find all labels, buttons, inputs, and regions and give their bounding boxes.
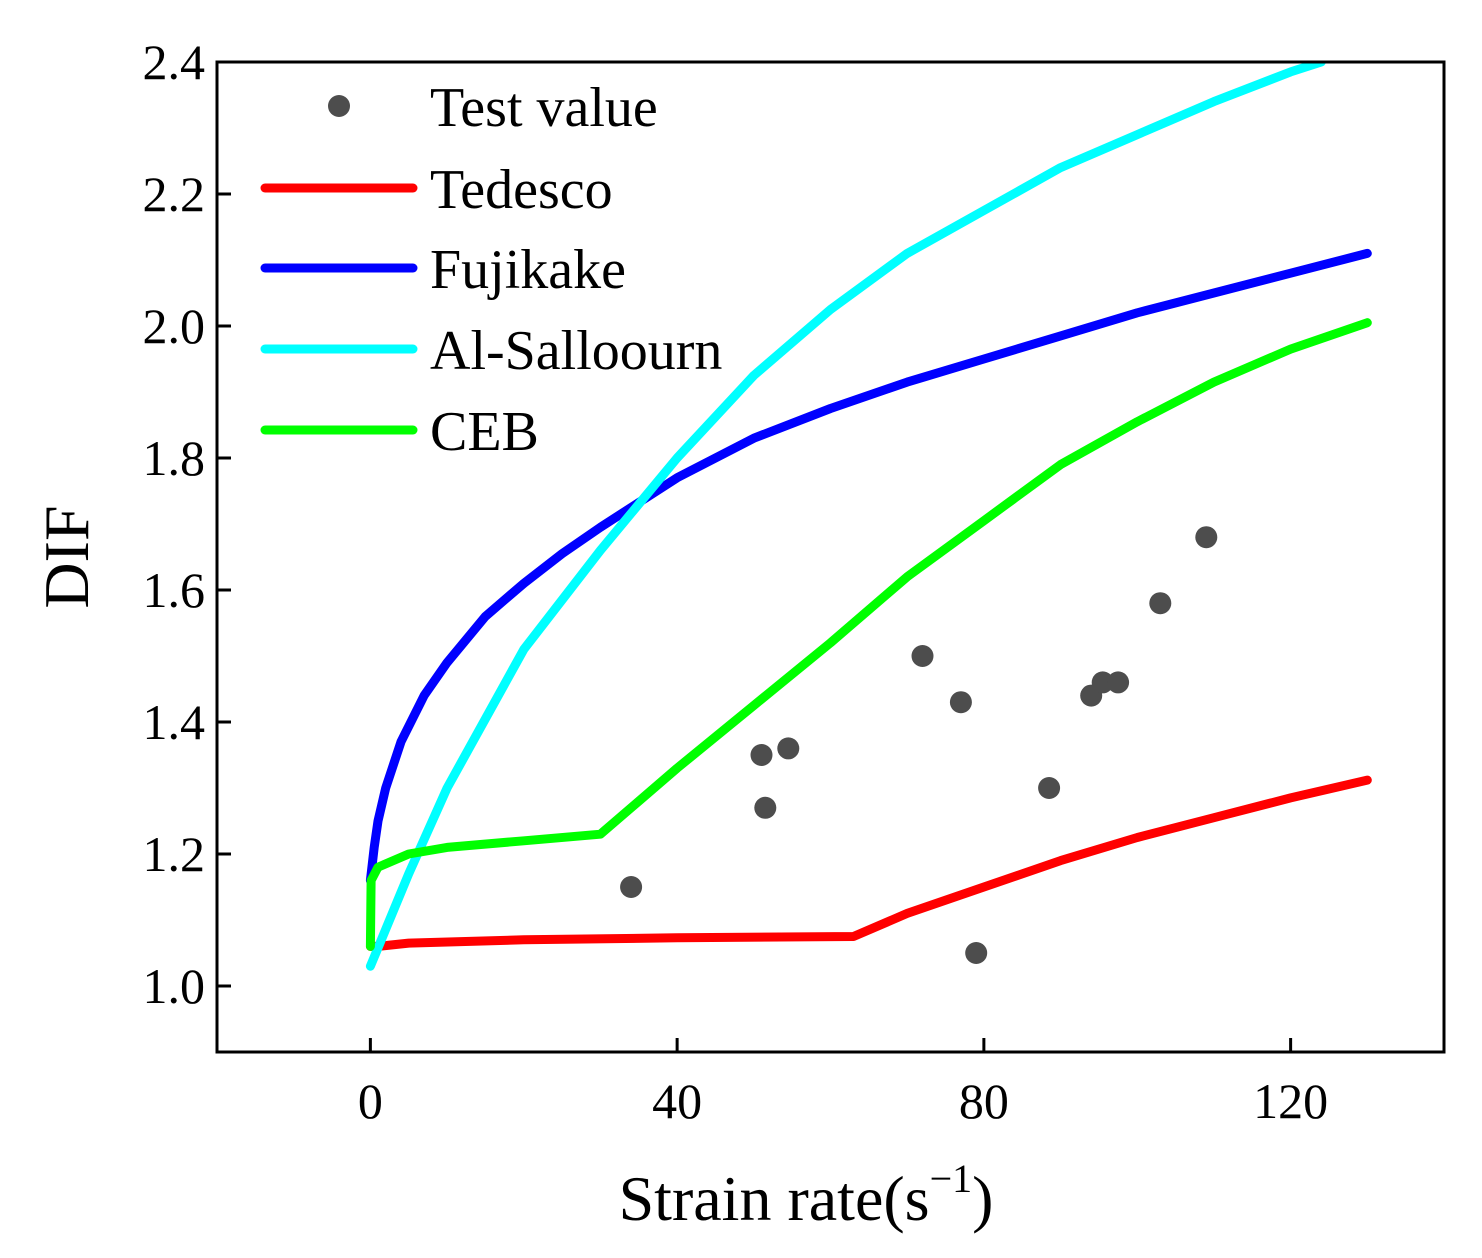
y-tick-label-1-2: 1.2 — [143, 826, 206, 882]
test-value-point-2 — [750, 744, 773, 766]
x-axis-title-suffix: ) — [972, 1163, 993, 1234]
y-tick-label-1-4: 1.4 — [143, 694, 206, 750]
y-tick-label-2-2: 2.2 — [143, 166, 206, 222]
test-value-point-8 — [1038, 777, 1061, 799]
x-axis-title-main: Strain rate(s — [619, 1163, 930, 1234]
series-line-ceb — [365, 318, 1372, 951]
legend: Test value Tedesco Fujikake Al-Salloourn CEB — [260, 77, 722, 463]
y-tick-label-1-6: 1.6 — [143, 562, 206, 618]
x-tick-label-120: 120 — [1253, 1073, 1328, 1129]
test-value-point-7 — [965, 942, 988, 964]
x-tick-label-0: 0 — [358, 1073, 383, 1129]
series-line-tedesco — [365, 775, 1372, 951]
series-line-al-salloourn — [365, 62, 1326, 971]
y-tick-label-1-8: 1.8 — [143, 430, 206, 486]
series-layer — [365, 62, 1372, 971]
legend-label-al-salloourn: Al-Salloourn — [430, 320, 722, 382]
legend-symbol-test-value — [328, 95, 350, 117]
series-line-fujikake — [365, 248, 1372, 885]
x-axis-title-superscript: −1 — [930, 1156, 973, 1201]
test-value-point-11 — [1107, 671, 1130, 694]
test-value-point-1 — [620, 876, 643, 898]
test-value-point-6 — [949, 691, 972, 714]
x-tick-label-40: 40 — [652, 1073, 702, 1129]
legend-label-ceb: CEB — [430, 401, 539, 463]
test-value-point-4 — [777, 737, 800, 760]
legend-label-fujikake: Fujikake — [430, 239, 626, 301]
test-value-point-5 — [911, 645, 934, 667]
legend-label-tedesco: Tedesco — [430, 159, 613, 221]
plot-frame — [215, 60, 1446, 1054]
y-axis: 1.0 1.2 1.4 1.6 1.8 2.0 2.2 2.4 — [143, 34, 231, 1014]
scatter-layer — [620, 526, 1218, 964]
test-value-point-3 — [754, 796, 777, 819]
x-axis: 0 40 80 120 — [358, 1038, 1328, 1129]
test-value-point-12 — [1149, 592, 1172, 615]
test-value-point-13 — [1195, 526, 1218, 549]
y-tick-label-1-0: 1.0 — [143, 958, 206, 1014]
x-tick-label-80: 80 — [959, 1073, 1009, 1129]
legend-label-test-value: Test value — [430, 77, 658, 139]
y-tick-label-2-4: 2.4 — [143, 34, 206, 90]
x-axis-title: Strain rate(s−1) — [619, 1156, 994, 1234]
y-tick-label-2-0: 2.0 — [143, 298, 206, 354]
test-value-point-10 — [1091, 671, 1114, 694]
y-axis-title: DIF — [31, 505, 102, 608]
